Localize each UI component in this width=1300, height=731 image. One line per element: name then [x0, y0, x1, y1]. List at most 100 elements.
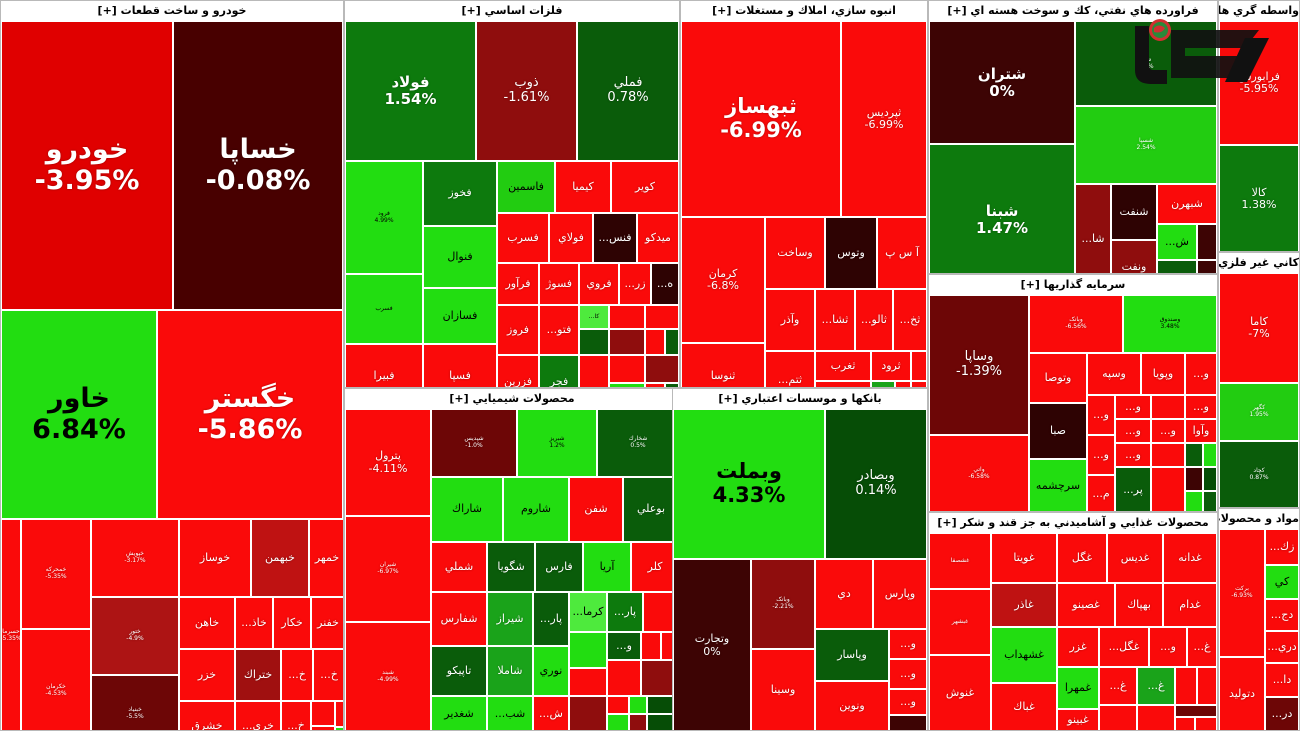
treemap-tile[interactable]: فنس... — [593, 213, 637, 263]
treemap-tile[interactable]: خ... — [281, 649, 313, 701]
treemap-tile[interactable] — [629, 696, 647, 714]
treemap-tile[interactable]: وپارس — [873, 559, 927, 629]
treemap-tile[interactable]: خري... — [235, 701, 281, 730]
treemap-tile[interactable]: شتران 0% — [929, 21, 1075, 144]
treemap-tile[interactable]: ش... — [1157, 224, 1197, 260]
treemap-tile[interactable]: بوعلي — [623, 477, 679, 542]
treemap-tile[interactable] — [1185, 491, 1203, 511]
treemap-tile[interactable]: و... — [1087, 435, 1115, 475]
treemap-tile[interactable]: خشرق — [179, 701, 235, 730]
treemap-tile[interactable] — [665, 383, 679, 387]
treemap-tile[interactable]: كرمان -6.8% — [681, 217, 765, 343]
treemap-tile[interactable] — [609, 329, 645, 355]
treemap-tile[interactable]: وبانک -2.21% — [751, 559, 815, 649]
treemap-tile[interactable]: خاور 6.84% — [1, 310, 157, 519]
sector-title-invest[interactable]: سرمايه گذاريها [+] — [929, 275, 1217, 296]
treemap-tile[interactable]: و... — [1149, 627, 1187, 667]
treemap-tile[interactable]: فسپا — [423, 344, 497, 387]
treemap-tile[interactable]: غ... — [1099, 667, 1137, 705]
sector-title-chem[interactable]: محصولات شيميايي [+] — [345, 389, 679, 410]
treemap-tile[interactable]: فسوژ — [539, 263, 579, 305]
treemap-tile[interactable]: غگل... — [1099, 627, 1149, 667]
treemap-tile[interactable]: ثپرديس -6.99% — [841, 21, 927, 217]
treemap-tile[interactable] — [911, 381, 927, 387]
treemap-tile[interactable]: ثنوسا — [681, 343, 765, 387]
sector-nonmetal[interactable]: كاني غير فلزي [+]كاما-7%كگهر1.95%كچاد0.8… — [1218, 252, 1300, 508]
treemap-tile[interactable] — [311, 726, 335, 730]
treemap-tile[interactable]: شفن — [569, 477, 623, 542]
treemap-tile[interactable]: فولاي — [549, 213, 593, 263]
treemap-tile[interactable]: و... — [1115, 395, 1151, 419]
treemap-tile[interactable] — [1203, 443, 1217, 467]
treemap-tile[interactable]: خودرو -3.95% — [1, 21, 173, 310]
treemap-tile[interactable] — [1151, 443, 1185, 467]
treemap-tile[interactable]: پار... — [533, 592, 569, 646]
treemap-tile[interactable] — [609, 355, 645, 383]
treemap-tile[interactable]: خپویش -3.17% — [91, 519, 179, 597]
treemap-tile[interactable]: واتي -6.58% — [929, 435, 1029, 511]
treemap-tile[interactable]: شب... — [487, 696, 533, 730]
treemap-tile[interactable]: دتوليد — [1219, 657, 1265, 730]
treemap-tile[interactable] — [1099, 705, 1137, 730]
treemap-tile[interactable]: بهپاك — [1115, 583, 1163, 627]
treemap-tile[interactable] — [569, 668, 607, 696]
treemap-tile[interactable] — [895, 381, 911, 387]
treemap-tile[interactable] — [569, 632, 607, 668]
treemap-tile[interactable]: و... — [607, 632, 641, 660]
treemap-tile[interactable]: حسرما -5.35% — [1, 519, 21, 730]
treemap-tile[interactable]: ونفت — [1111, 240, 1157, 273]
sector-title-food[interactable]: محصولات غذايي و آشاميدني به جز قند و شكر… — [929, 513, 1217, 534]
treemap-tile[interactable]: ونوين — [815, 681, 889, 730]
treemap-tile[interactable] — [645, 383, 665, 387]
sector-title-nonmetal[interactable]: كاني غير فلزي [+] — [1219, 253, 1299, 274]
treemap-tile[interactable]: فسرب — [497, 213, 549, 263]
treemap-tile[interactable]: دج... — [1265, 599, 1299, 631]
treemap-tile[interactable]: شبهرن — [1157, 184, 1217, 224]
treemap-tile[interactable]: ثخ... — [893, 289, 927, 351]
treemap-tile[interactable]: غ... — [1137, 667, 1175, 705]
treemap-tile[interactable]: شيران -6.97% — [345, 516, 431, 622]
treemap-tile[interactable]: كگهر 1.95% — [1219, 383, 1299, 441]
treemap-tile[interactable] — [1203, 491, 1217, 511]
treemap-tile[interactable]: دري... — [1265, 631, 1299, 663]
treemap-tile[interactable] — [1185, 443, 1203, 467]
treemap-tile[interactable]: خکار — [273, 597, 311, 649]
treemap-tile[interactable]: فملي 0.78% — [577, 21, 679, 161]
treemap-tile[interactable] — [1197, 224, 1217, 260]
treemap-tile[interactable]: وآوا — [1185, 419, 1217, 443]
treemap-tile[interactable]: و... — [889, 659, 927, 689]
treemap-tile[interactable]: ختراك — [235, 649, 281, 701]
treemap-tile[interactable]: شملي — [431, 542, 487, 592]
treemap-tile[interactable]: كي — [1265, 565, 1299, 599]
treemap-tile[interactable]: شاراك — [431, 477, 503, 542]
treemap-tile[interactable]: خساپا -0.08% — [173, 21, 343, 310]
treemap-tile[interactable]: شفارس — [431, 592, 487, 646]
treemap-tile[interactable] — [629, 714, 647, 730]
treemap-tile[interactable] — [1151, 467, 1185, 511]
treemap-tile[interactable] — [609, 305, 645, 329]
treemap-tile[interactable]: وآذر — [765, 289, 815, 351]
treemap-tile[interactable]: غزر — [1057, 627, 1099, 667]
treemap-tile[interactable]: وپويا — [1141, 353, 1185, 395]
treemap-tile[interactable]: ثغرب — [815, 351, 871, 381]
treemap-tile[interactable]: ثاخت — [815, 381, 871, 387]
treemap-tile[interactable] — [645, 305, 679, 329]
treemap-tile[interactable]: فنوال — [423, 226, 497, 288]
treemap-tile[interactable]: خمهر — [309, 519, 343, 597]
treemap-tile[interactable]: ثتم... — [765, 351, 815, 387]
treemap-tile[interactable]: وصندوق 3.48% — [1123, 295, 1217, 353]
treemap-tile[interactable]: خبهمن — [251, 519, 309, 597]
sector-title-realestate[interactable]: انبوه سازي، املاك و مستغلات [+] — [681, 1, 927, 22]
treemap-tile[interactable]: ثبهساز -6.99% — [681, 21, 841, 217]
treemap-tile[interactable]: سرچشمه — [1029, 459, 1087, 511]
treemap-tile[interactable]: غباك — [991, 683, 1057, 730]
treemap-tile[interactable]: صبا — [1029, 403, 1087, 459]
treemap-tile[interactable]: در... — [1265, 697, 1299, 730]
treemap-tile[interactable]: زر... — [619, 263, 651, 305]
treemap-tile[interactable]: كچاد 0.87% — [1219, 441, 1299, 507]
treemap-tile[interactable]: ذوب -1.61% — [476, 21, 577, 161]
treemap-tile[interactable]: ثشا... — [815, 289, 855, 351]
treemap-tile[interactable]: خمحرکه -5.35% — [21, 519, 91, 629]
treemap-tile[interactable]: فولاد 1.54% — [345, 21, 476, 161]
treemap-tile[interactable]: و... — [1115, 419, 1151, 443]
